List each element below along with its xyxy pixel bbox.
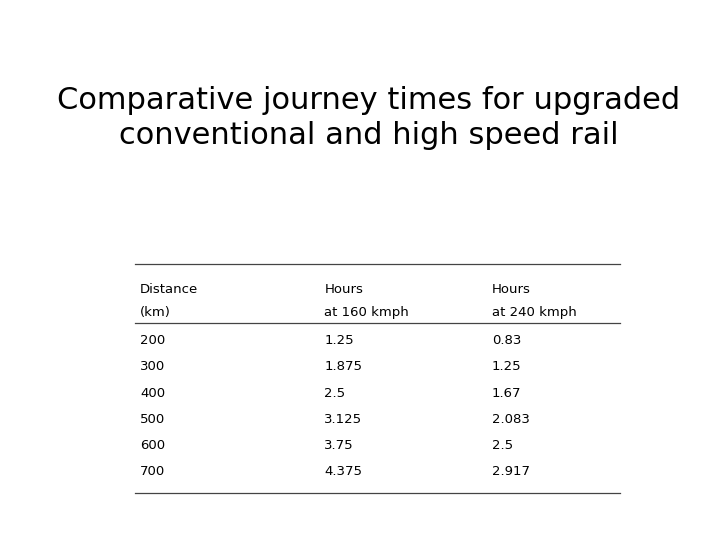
Text: 0.83: 0.83 <box>492 334 521 347</box>
Text: (km): (km) <box>140 306 171 319</box>
Text: 4.375: 4.375 <box>324 465 362 478</box>
Text: 1.875: 1.875 <box>324 360 362 374</box>
Text: 1.67: 1.67 <box>492 387 521 400</box>
Text: 2.5: 2.5 <box>324 387 346 400</box>
Text: 1.25: 1.25 <box>324 334 354 347</box>
Text: Hours: Hours <box>492 283 531 296</box>
Text: Comparative journey times for upgraded
conventional and high speed rail: Comparative journey times for upgraded c… <box>58 85 680 151</box>
Text: at 240 kmph: at 240 kmph <box>492 306 577 319</box>
Text: 3.125: 3.125 <box>324 413 362 426</box>
Text: 2.5: 2.5 <box>492 439 513 452</box>
Text: Hours: Hours <box>324 283 363 296</box>
Text: 300: 300 <box>140 360 166 374</box>
Text: 500: 500 <box>140 413 166 426</box>
Text: 2.917: 2.917 <box>492 465 530 478</box>
Text: 200: 200 <box>140 334 166 347</box>
Text: 700: 700 <box>140 465 166 478</box>
Text: 2.083: 2.083 <box>492 413 530 426</box>
Text: at 160 kmph: at 160 kmph <box>324 306 409 319</box>
Text: Distance: Distance <box>140 283 199 296</box>
Text: 600: 600 <box>140 439 166 452</box>
Text: 400: 400 <box>140 387 166 400</box>
Text: 3.75: 3.75 <box>324 439 354 452</box>
Text: 1.25: 1.25 <box>492 360 521 374</box>
